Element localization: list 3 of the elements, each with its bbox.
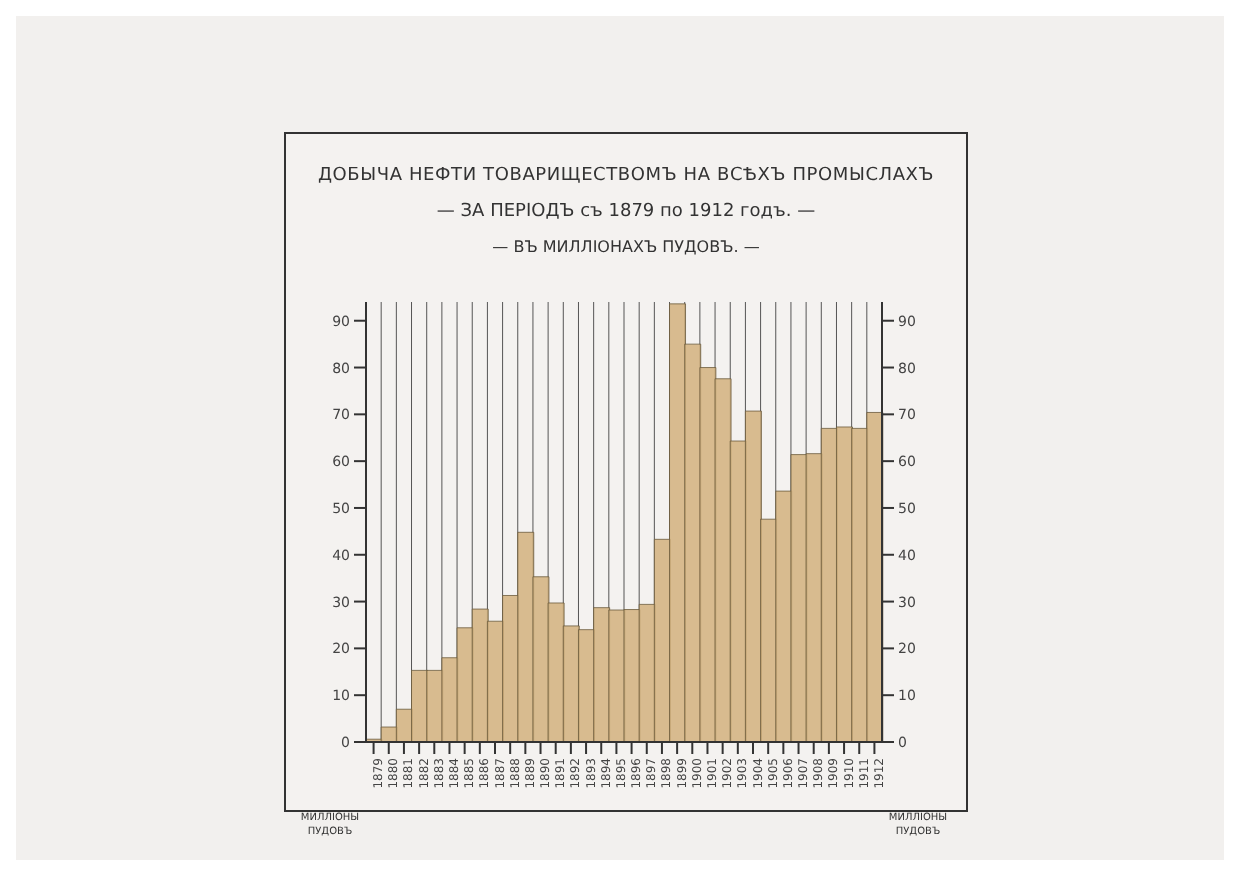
chart-subtitle: — ЗА ПЕРIОДЪ съ 1879 по 1912 годъ. — — [434, 202, 818, 222]
chart-title: ДОБЫЧА НЕФТИ ТОВАРИЩЕСТВОМЪ НА ВСѢХЪ ПРОМЫСЛАХЪ — [315, 166, 937, 186]
text: — ВЪ МИЛЛIОНАХЪ ПУДОВЪ. — — [490, 238, 762, 256]
